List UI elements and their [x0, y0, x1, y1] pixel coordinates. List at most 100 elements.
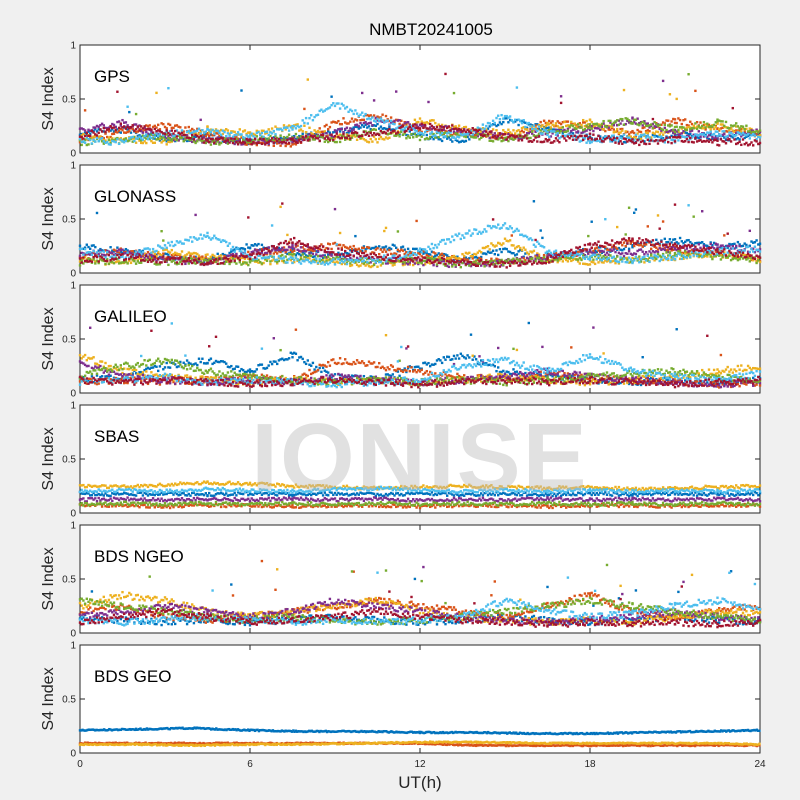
data-point: [670, 134, 673, 138]
data-point: [400, 119, 403, 122]
data-point: [376, 117, 379, 121]
data-point: [221, 140, 224, 143]
data-point: [168, 251, 172, 254]
data-point: [740, 133, 743, 136]
data-point: [333, 241, 337, 245]
data-point: [114, 125, 117, 129]
data-point: [233, 137, 236, 141]
data-point: [461, 133, 464, 137]
data-point: [532, 134, 536, 137]
data-point: [197, 132, 201, 136]
data-point: [202, 140, 206, 143]
data-point: [272, 144, 275, 147]
data-point: [150, 257, 153, 261]
data-point: [600, 251, 604, 254]
data-point: [138, 261, 141, 264]
data-point: [692, 124, 695, 128]
data-point: [123, 141, 126, 144]
data-point: [507, 139, 510, 143]
data-point: [124, 247, 128, 251]
data-point: [493, 252, 496, 256]
data-point: [481, 123, 485, 126]
data-point: [264, 132, 267, 135]
data-point: [643, 253, 646, 256]
data-point: [554, 122, 558, 125]
data-point: [393, 256, 396, 260]
data-point: [661, 138, 665, 141]
data-point: [694, 248, 697, 251]
data-point: [624, 244, 627, 248]
data-point: [626, 252, 629, 255]
data-point: [597, 253, 600, 257]
data-point: [678, 136, 682, 139]
data-point: [187, 136, 190, 140]
data-point: [692, 141, 695, 144]
data-point: [379, 135, 383, 139]
data-point: [599, 123, 602, 127]
data-point: [163, 136, 167, 140]
data-point: [112, 130, 116, 133]
data-point: [670, 128, 673, 132]
data-point: [609, 248, 612, 251]
data-point: [694, 137, 697, 140]
data-point: [422, 252, 425, 255]
data-point: [83, 253, 87, 256]
data-point: [240, 252, 243, 255]
data-point: [330, 103, 333, 107]
data-point: [619, 122, 622, 125]
data-point: [757, 142, 760, 146]
data-point: [440, 128, 444, 131]
data-point: [658, 133, 661, 136]
data-point: [231, 140, 235, 143]
data-point: [748, 256, 751, 260]
data-point: [264, 137, 267, 140]
data-point: [502, 120, 505, 124]
data-point: [141, 131, 145, 134]
data-point: [622, 247, 626, 251]
data-point: [544, 260, 547, 263]
data-point: [415, 261, 418, 265]
data-point: [548, 129, 551, 132]
data-point: [483, 246, 486, 250]
data-point: [519, 257, 522, 261]
data-point: [367, 134, 371, 137]
data-point: [451, 134, 454, 138]
data-point: [690, 129, 694, 132]
data-point: [644, 136, 648, 139]
data-point: [85, 251, 88, 255]
data-point: [626, 239, 629, 243]
data-point: [148, 127, 151, 130]
data-point: [563, 128, 566, 132]
data-point: [337, 256, 340, 259]
data-point: [585, 129, 588, 132]
data-point: [112, 132, 116, 135]
data-point: [158, 253, 162, 256]
data-point: [293, 247, 296, 250]
data-point: [587, 123, 590, 126]
data-point: [633, 121, 636, 124]
data-point: [672, 248, 675, 252]
data-point: [219, 254, 223, 257]
data-point: [338, 140, 342, 144]
data-point: [92, 244, 95, 247]
data-point: [185, 130, 189, 134]
data-point: [247, 257, 250, 260]
data-point: [121, 128, 124, 132]
data-point: [661, 128, 665, 132]
data-point: [126, 249, 129, 252]
data-point: [661, 258, 665, 262]
data-point: [571, 128, 575, 131]
data-point: [294, 253, 298, 257]
data-point: [94, 133, 97, 136]
data-point: [668, 244, 672, 248]
data-point: [359, 126, 362, 129]
data-point: [187, 259, 190, 262]
data-point: [565, 258, 568, 262]
data-point: [435, 264, 439, 268]
data-point: [738, 127, 741, 130]
data-point: [558, 121, 561, 125]
data-point: [723, 136, 726, 139]
data-point: [342, 254, 345, 258]
data-point: [604, 135, 607, 139]
data-point: [267, 246, 270, 249]
